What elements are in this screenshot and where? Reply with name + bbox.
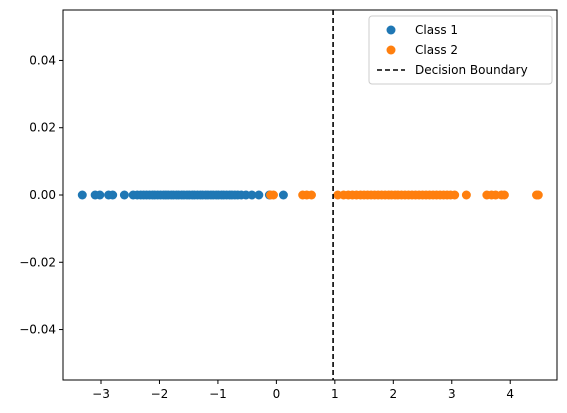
data-point	[306, 190, 316, 200]
plot-area	[62, 9, 558, 381]
legend-marker	[386, 45, 396, 55]
data-point	[533, 190, 543, 200]
x-tick-label: 2	[389, 387, 397, 401]
series-2	[266, 190, 543, 200]
y-tick-label: −0.02	[19, 255, 56, 269]
x-tick-label: −3	[92, 387, 110, 401]
y-tick-label: 0.02	[29, 121, 56, 135]
legend-label: Decision Boundary	[415, 63, 528, 77]
data-point	[119, 190, 129, 200]
data-point	[254, 190, 264, 200]
data-point	[77, 190, 87, 200]
x-axis: −3 −2 −1 0 1 2 3 4	[92, 380, 514, 401]
x-tick-label: −2	[151, 387, 169, 401]
data-point	[461, 190, 471, 200]
x-tick-label: 4	[506, 387, 514, 401]
data-point	[499, 190, 509, 200]
data-point	[278, 190, 288, 200]
legend-box	[368, 15, 553, 85]
x-tick-label: 3	[448, 387, 456, 401]
data-point	[247, 190, 257, 200]
data-point	[108, 190, 118, 200]
series-1	[77, 190, 288, 200]
data-point	[450, 190, 460, 200]
x-tick-label: 0	[273, 387, 281, 401]
y-tick-label: 0.00	[29, 188, 56, 202]
y-axis: −0.04 −0.02 0.00 0.02 0.04	[19, 53, 63, 337]
legend-marker	[386, 25, 396, 35]
y-tick-label: −0.04	[19, 323, 56, 337]
x-tick-label: 1	[331, 387, 339, 401]
data-point	[268, 190, 278, 200]
legend-label: Class 1	[415, 23, 458, 37]
legend-label: Class 2	[415, 43, 458, 57]
data-point	[95, 190, 105, 200]
x-tick-label: −1	[209, 387, 227, 401]
legend: Class 1 Class 2 Decision Boundary	[368, 15, 553, 85]
y-tick-label: 0.04	[29, 53, 56, 67]
